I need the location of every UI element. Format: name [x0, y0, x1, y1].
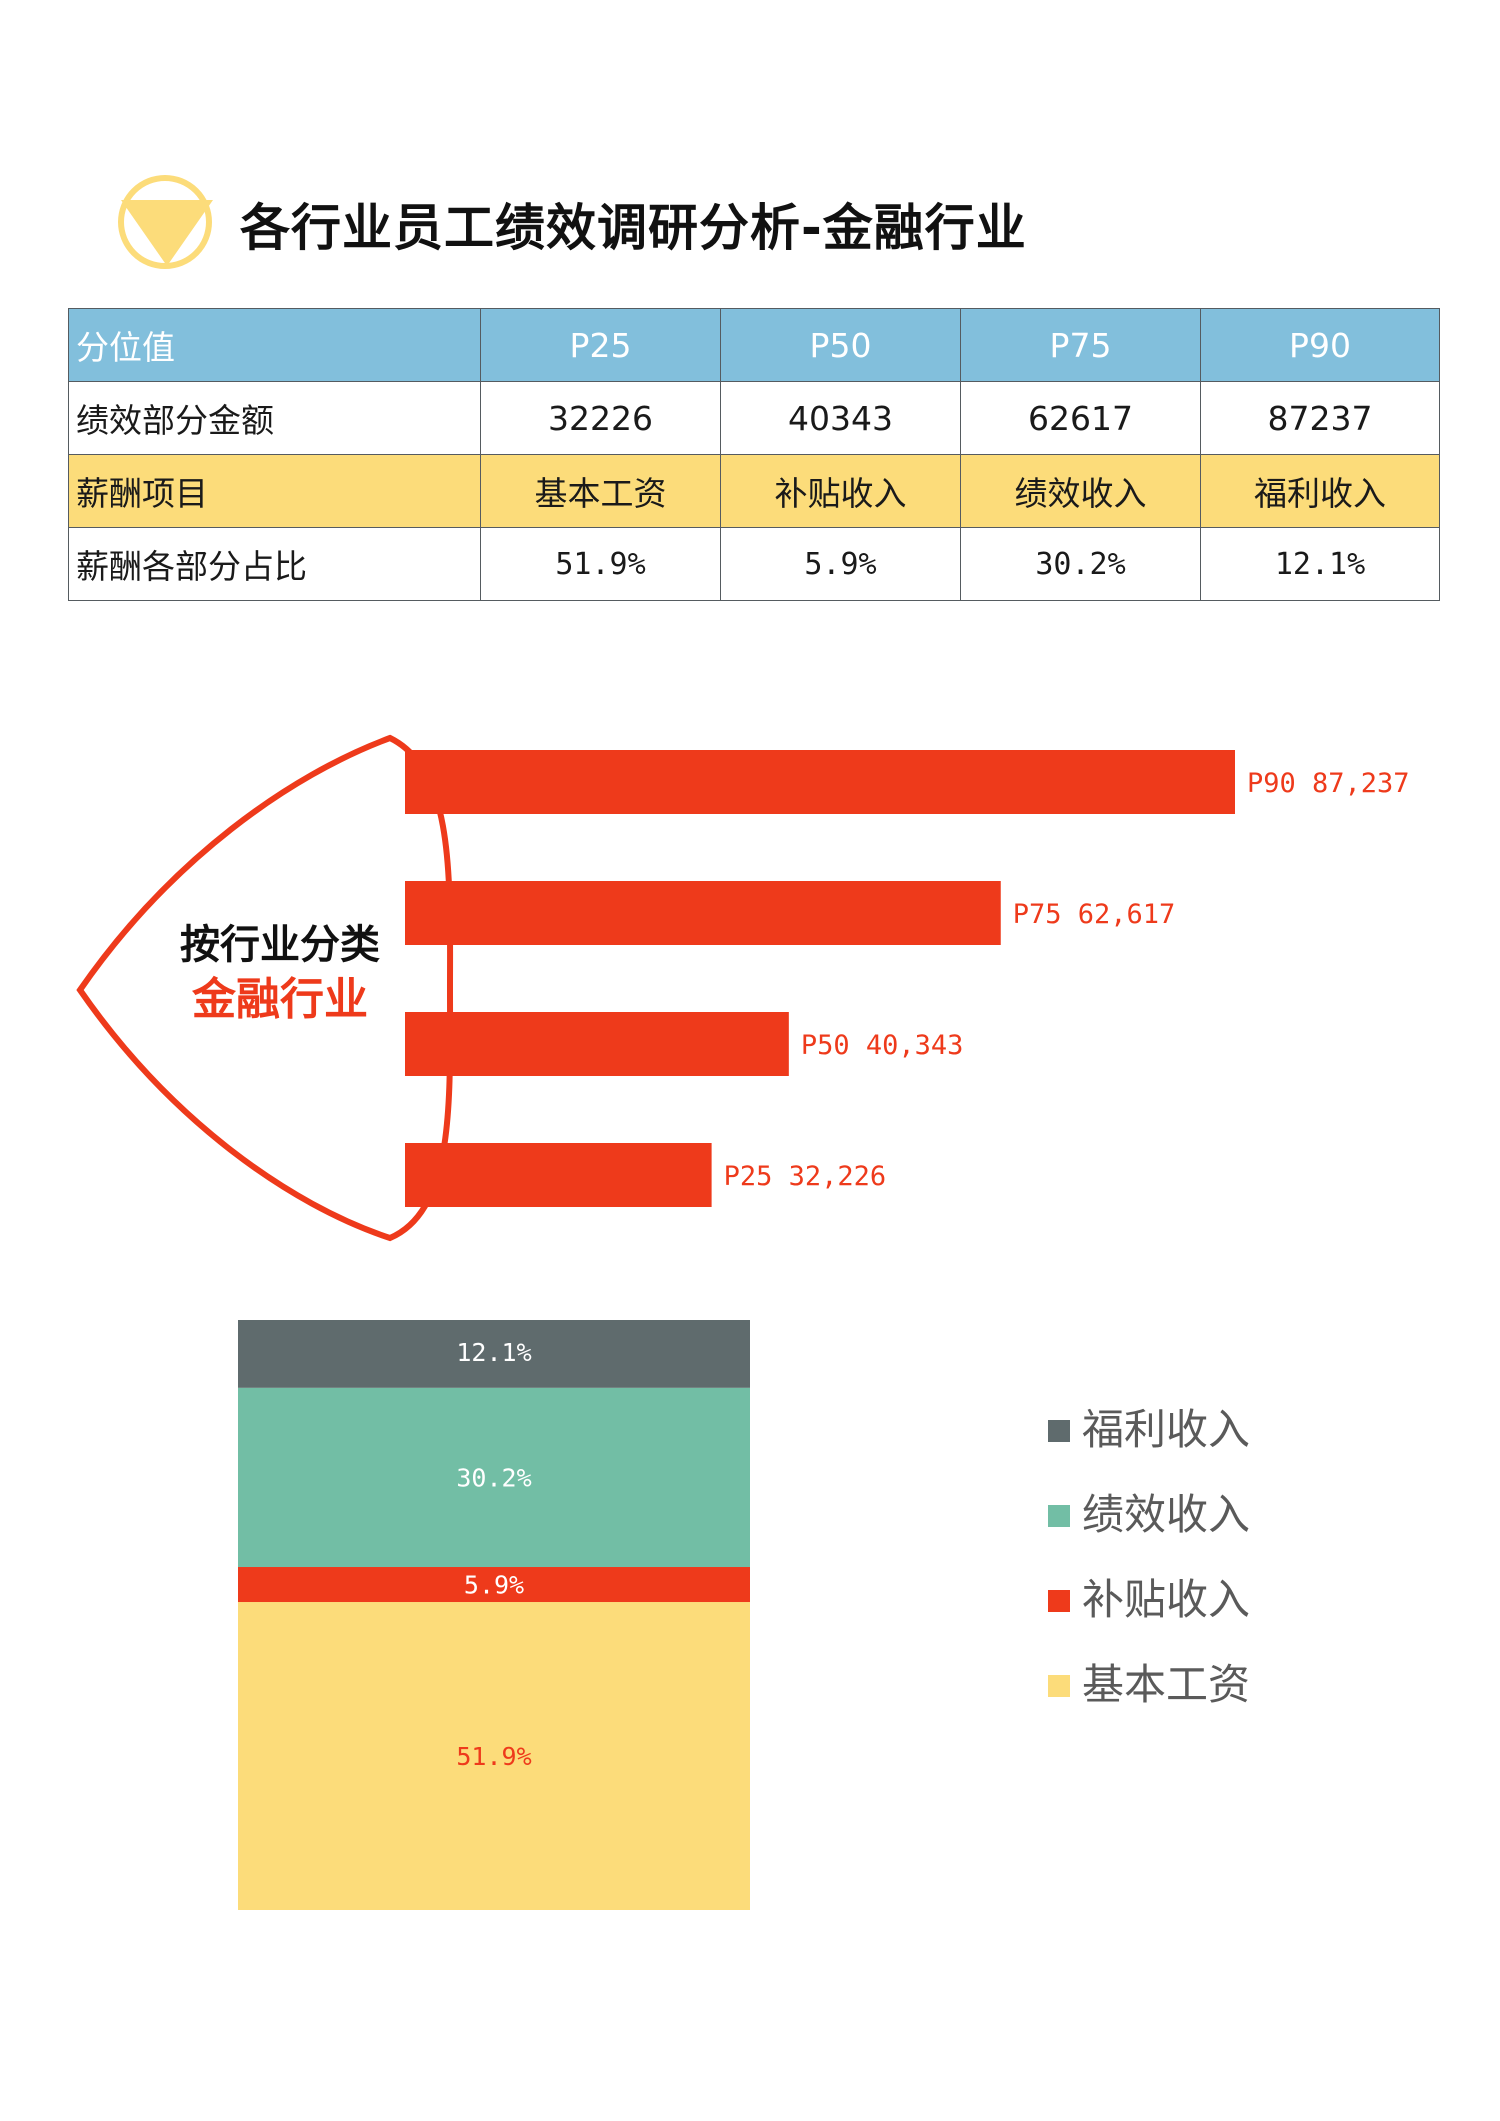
- table-cell: 51.9%: [480, 527, 721, 601]
- percentile-bar-chart: 按行业分类 金融行业 P90 87,237 P75 62,617 P50 40,34…: [76, 734, 1410, 1242]
- legend-swatch: [1048, 1420, 1070, 1442]
- legend-label: 福利收入: [1082, 1405, 1250, 1454]
- table-cell: P75: [960, 308, 1201, 382]
- stack-segment: [238, 1387, 750, 1568]
- table-header-row: 分位值 P25 P50 P75 P90: [68, 308, 1440, 382]
- page-title: 各行业员工绩效调研分析-金融行业: [240, 199, 1027, 257]
- table-cell: 分位值: [68, 308, 481, 382]
- table-cell: 福利收入: [1200, 454, 1440, 528]
- table-cell: 87237: [1200, 381, 1440, 455]
- legend-swatch: [1048, 1590, 1070, 1612]
- bar-p25: [405, 1143, 712, 1207]
- legend-swatch: [1048, 1675, 1070, 1697]
- shield-line1: 按行业分类: [180, 922, 380, 968]
- stack-segment: [238, 1320, 750, 1388]
- triangle-badge-icon: [118, 175, 213, 269]
- bars-layer: P90 87,237 P75 62,617 P50 40,343 P25 32,226: [405, 750, 1410, 1207]
- table-cell: 补贴收入: [720, 454, 961, 528]
- legend-swatch: [1048, 1505, 1070, 1527]
- table-cell: P25: [480, 308, 721, 382]
- stack-layer: 51.9% 5.9% 30.2% 12.1%: [238, 1320, 750, 1910]
- table-cell: 30.2%: [960, 527, 1201, 601]
- legend-label: 基本工资: [1082, 1660, 1250, 1709]
- shield-line2: 金融行业: [191, 974, 368, 1025]
- table-row: 薪酬项目 基本工资 补贴收入 绩效收入 福利收入: [68, 454, 1440, 528]
- stack-segment-label: 12.1%: [456, 1338, 531, 1367]
- bar-data-label: P25 32,226: [724, 1161, 887, 1192]
- table-cell: 薪酬项目: [68, 454, 481, 528]
- stack-segment-label: 5.9%: [464, 1571, 524, 1600]
- table-cell: 40343: [720, 381, 961, 455]
- table-cell: 62617: [960, 381, 1201, 455]
- table-cell: 基本工资: [480, 454, 721, 528]
- bar-data-label: P90 87,237: [1247, 768, 1410, 799]
- summary-table: 分位值 P25 P50 P75 P90 绩效部分金额 32226 40343 6…: [68, 308, 1440, 601]
- table-row: 薪酬各部分占比 51.9% 5.9% 30.2% 12.1%: [68, 527, 1440, 601]
- legend-label: 绩效收入: [1082, 1490, 1250, 1539]
- stack-segment: [238, 1567, 750, 1603]
- legend-label: 补贴收入: [1082, 1575, 1250, 1624]
- table-cell: P90: [1200, 308, 1440, 382]
- stack-segment-label: 51.9%: [456, 1742, 531, 1771]
- table-cell: 绩效收入: [960, 454, 1201, 528]
- bar-data-label: P50 40,343: [801, 1030, 964, 1061]
- table-cell: 绩效部分金额: [68, 381, 481, 455]
- bar-p50: [405, 1012, 789, 1076]
- stack-segment: [238, 1602, 750, 1910]
- bar-data-label: P75 62,617: [1013, 899, 1176, 930]
- table-cell: 5.9%: [720, 527, 961, 601]
- table-cell: 32226: [480, 381, 721, 455]
- table-cell: 12.1%: [1200, 527, 1440, 601]
- bar-p90: [405, 750, 1235, 814]
- stack-segment-label: 30.2%: [456, 1463, 531, 1492]
- table-cell: 薪酬各部分占比: [68, 527, 481, 601]
- table-row: 绩效部分金额 32226 40343 62617 87237: [68, 381, 1440, 455]
- bar-p75: [405, 881, 1001, 945]
- table-cell: P50: [720, 308, 961, 382]
- title-block: 各行业员工绩效调研分析-金融行业: [115, 170, 1215, 270]
